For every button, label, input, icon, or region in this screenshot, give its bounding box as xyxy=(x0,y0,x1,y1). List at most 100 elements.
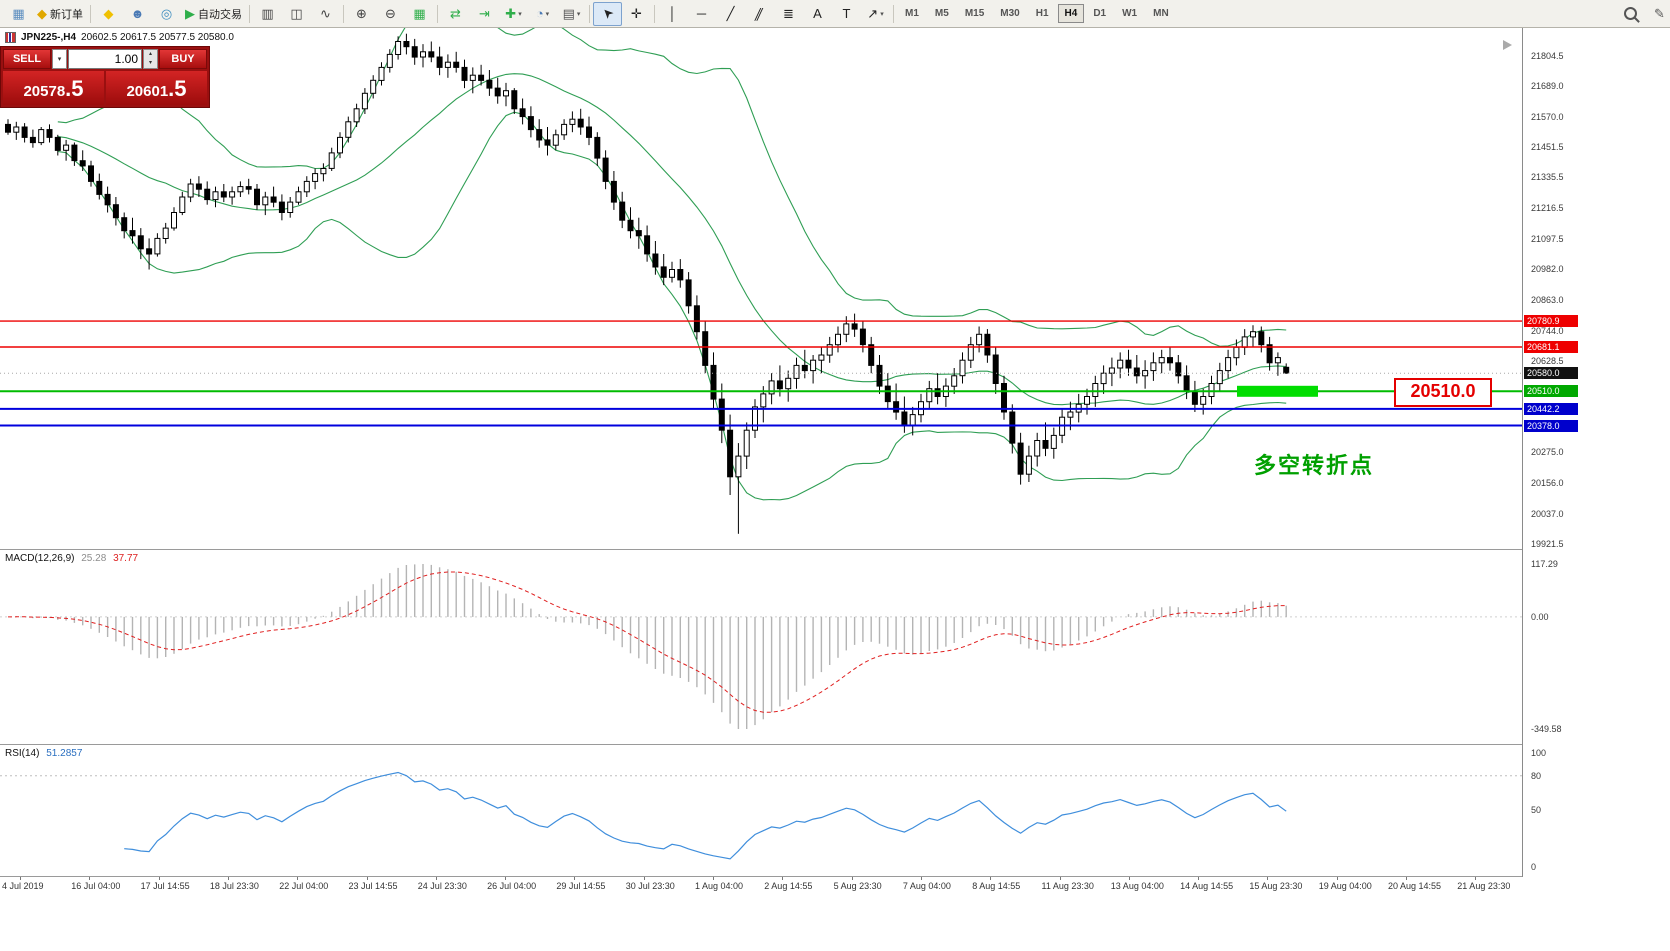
time-axis-label: 2 Aug 14:55 xyxy=(764,881,813,891)
time-tick xyxy=(227,877,229,880)
bollinger-bands xyxy=(57,28,1287,501)
period-icon[interactable]: ◔ ▾ xyxy=(535,6,550,21)
macd-axis-label: 117.29 xyxy=(1531,559,1558,569)
timeframe-mn[interactable]: MN xyxy=(1153,8,1169,19)
line-chart-icon[interactable]: ∿ xyxy=(320,6,331,21)
auto-scroll-icon[interactable]: ⇄ xyxy=(450,6,461,21)
time-axis-label: 1 Aug 04:00 xyxy=(695,881,744,891)
rsi-axis-label: 50 xyxy=(1531,805,1542,815)
template-icon[interactable]: ▤ ▾ xyxy=(562,6,581,21)
chevron-down-icon: ▾ xyxy=(545,10,550,18)
profile-icon[interactable]: ☻ xyxy=(130,6,145,21)
price-axis-label: 20628.5 xyxy=(1531,356,1564,366)
time-axis-label: 4 Jul 2019 xyxy=(2,881,44,891)
sell-button[interactable]: SELL xyxy=(3,49,51,69)
time-axis-label: 30 Jul 23:30 xyxy=(625,881,675,891)
price-axis-label: 21097.5 xyxy=(1531,234,1564,244)
time-tick xyxy=(920,877,922,880)
buy-button[interactable]: BUY xyxy=(159,49,207,69)
zoom-out-icon[interactable]: ⊖ xyxy=(385,6,396,21)
timeframe-m1[interactable]: M1 xyxy=(905,8,919,19)
auto-trading-button-label: 自动交易 xyxy=(198,8,242,21)
rsi-panel[interactable]: RSI(14) 51.2857 xyxy=(0,745,1522,875)
price-axis-label: 20275.0 xyxy=(1531,447,1564,457)
market-watch-icon[interactable]: ◆ xyxy=(103,6,114,21)
tile-windows-icon[interactable]: ▦ xyxy=(413,6,426,21)
timeframe-h4[interactable]: H4 xyxy=(1057,4,1085,23)
time-tick xyxy=(643,877,645,880)
toolbar-separator xyxy=(893,4,894,23)
time-tick xyxy=(1059,877,1061,880)
horizontal-line-icon[interactable]: ─ xyxy=(696,6,707,21)
auto-trading-button[interactable]: ▶ 自动交易 xyxy=(185,6,242,21)
vertical-line-icon[interactable]: │ xyxy=(668,6,677,21)
price-axis-label: 21335.5 xyxy=(1531,172,1564,182)
time-tick xyxy=(505,877,507,880)
macd-signal-value: 37.77 xyxy=(113,553,139,564)
price-tag: 20681.1 xyxy=(1524,341,1578,353)
sell-price[interactable]: 20578 .5 xyxy=(3,71,104,105)
price-axis[interactable]: 20780.9 20681.1 20580.0 20510.0 20442.2 20378… xyxy=(1522,28,1670,877)
channel-icon[interactable]: ∥ xyxy=(752,6,767,21)
cursor-icon[interactable]: ➤ xyxy=(593,1,622,26)
zoom-in-icon[interactable]: ⊕ xyxy=(356,6,367,21)
search-icon[interactable] xyxy=(1616,2,1645,26)
new-order-button[interactable]: ◆ 新订单 xyxy=(37,6,83,21)
macd-chart xyxy=(0,564,1522,729)
time-tick xyxy=(1336,877,1338,880)
time-axis-label: 5 Aug 23:30 xyxy=(833,881,882,891)
price-tag: 20780.9 xyxy=(1524,315,1578,327)
rsi-axis-label: 0 xyxy=(1531,862,1537,872)
text-icon[interactable]: A xyxy=(813,6,822,21)
price-axis-label: 21216.5 xyxy=(1531,203,1564,213)
time-tick xyxy=(435,877,437,880)
chart-shift-icon[interactable]: ⇥ xyxy=(479,6,490,21)
time-axis-label: 16 Jul 04:00 xyxy=(71,881,121,891)
horizontal-level-lines[interactable] xyxy=(0,320,1522,427)
chart-icon xyxy=(5,32,16,43)
timeframe-m15[interactable]: M15 xyxy=(964,8,985,19)
fibonacci-icon[interactable]: ≣ xyxy=(783,6,794,21)
time-axis-label: 13 Aug 04:00 xyxy=(1110,881,1164,891)
macd-panel[interactable]: MACD(12,26,9) 25.28 37.77 xyxy=(0,550,1522,743)
timeframe-m30[interactable]: M30 xyxy=(1000,8,1020,19)
main-chart-panel[interactable]: JPN225-,H4 20602.5 20617.5 20577.5 20580… xyxy=(0,28,1522,549)
timeframe-m5[interactable]: M5 xyxy=(934,8,949,19)
text-label-icon[interactable]: T xyxy=(842,6,851,21)
crosshair-icon[interactable]: ✛ xyxy=(631,6,642,21)
candlestick-chart-icon[interactable]: ◫ xyxy=(290,6,303,21)
chevron-down-icon: ▾ xyxy=(880,10,884,18)
chart-header: JPN225-,H4 20602.5 20617.5 20577.5 20580… xyxy=(5,32,234,43)
time-tick xyxy=(89,877,91,880)
timeframe-w1[interactable]: W1 xyxy=(1122,8,1138,19)
support-highlight-rect[interactable] xyxy=(1237,385,1318,397)
price-axis-label: 20156.0 xyxy=(1531,478,1564,488)
volume-dropdown[interactable]: ▾ xyxy=(52,49,67,69)
time-tick xyxy=(713,877,714,880)
edit-icon[interactable]: ✎ xyxy=(1654,6,1665,21)
candles-layer xyxy=(5,33,1290,534)
trendline-icon[interactable]: ╱ xyxy=(726,6,735,21)
community-icon[interactable]: ◎ xyxy=(160,6,173,21)
scroll-to-end-marker[interactable] xyxy=(1503,40,1512,50)
rsi-title: RSI(14) xyxy=(5,748,40,759)
panel-separator[interactable] xyxy=(0,744,1670,745)
time-tick xyxy=(1475,877,1477,880)
volume-input[interactable] xyxy=(68,49,142,69)
new-object-icon[interactable]: ✚ ▾ xyxy=(505,6,522,21)
stepper-down-icon[interactable]: ▾ xyxy=(148,60,152,66)
time-axis[interactable]: 4 Jul 2019 16 Jul 04:00 17 Jul 14:55 18 Jul… xyxy=(0,877,1522,895)
timeframe-h1[interactable]: H1 xyxy=(1035,8,1049,19)
bar-chart-icon[interactable]: ▥ xyxy=(261,6,274,21)
volume-stepper[interactable]: ▴ ▾ xyxy=(143,49,158,69)
buy-price[interactable]: 20601 .5 xyxy=(106,71,207,105)
timeframe-d1[interactable]: D1 xyxy=(1093,8,1107,19)
stepper-up-icon[interactable]: ▴ xyxy=(148,51,152,57)
panel-separator[interactable] xyxy=(0,549,1670,550)
arrows-icon[interactable]: ↗ ▾ xyxy=(867,6,884,21)
chart-ohlc-values: 20602.5 20617.5 20577.5 20580.0 xyxy=(81,32,234,43)
toolbar-separator xyxy=(437,4,438,23)
candlestick-chart xyxy=(0,28,1522,534)
chart-window-icon[interactable]: ▦ xyxy=(12,6,25,21)
time-tick xyxy=(851,877,853,880)
